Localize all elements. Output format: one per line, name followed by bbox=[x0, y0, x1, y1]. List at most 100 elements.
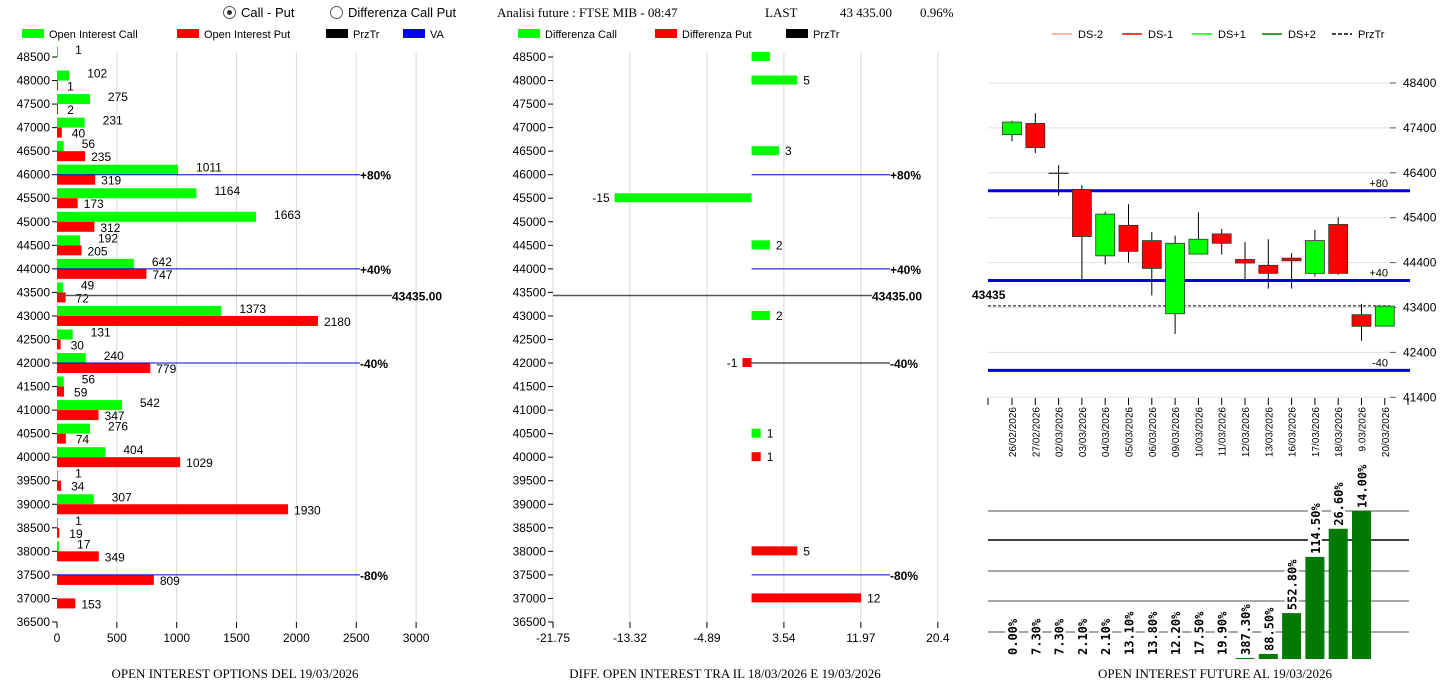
put-value-label: 312 bbox=[100, 221, 120, 235]
candle-up bbox=[1165, 242, 1185, 315]
future-oi-bar bbox=[1258, 653, 1278, 659]
put-value-label: 205 bbox=[88, 244, 108, 258]
x-date-label: 02/03/2026 bbox=[1055, 407, 1066, 457]
y-tick-label: 43000 bbox=[17, 309, 51, 323]
future-oi-label: 19.90% bbox=[1216, 611, 1230, 655]
candle-down bbox=[1235, 259, 1255, 264]
label-bg bbox=[1005, 619, 1019, 655]
call-value-label: 1 bbox=[75, 514, 82, 528]
x-date-label: 26/02/2026 bbox=[1008, 407, 1019, 457]
future-oi-bar bbox=[1282, 613, 1302, 659]
call-bar bbox=[57, 447, 106, 458]
y-tick-label: 47000 bbox=[513, 121, 547, 135]
x-date-label: 11/03/2026 bbox=[1218, 407, 1229, 457]
x-date-label: 27/02/2026 bbox=[1031, 407, 1042, 457]
y-tick-label: 48500 bbox=[17, 50, 51, 64]
put-bar bbox=[57, 433, 66, 444]
put-bar bbox=[57, 410, 99, 421]
level-label: +40% bbox=[890, 263, 921, 277]
future-oi-label: 14.00% bbox=[1356, 464, 1370, 508]
y-tick-label: 44000 bbox=[17, 262, 51, 276]
put-value-label: 72 bbox=[76, 291, 90, 305]
diff-value-label: 3 bbox=[785, 144, 792, 158]
candle-up bbox=[1095, 213, 1116, 257]
radio-differenza-call-put[interactable]: Differenza Call Put bbox=[330, 5, 456, 20]
candle-down bbox=[1258, 264, 1279, 274]
x-date-label: 16/03/2026 bbox=[1288, 407, 1299, 457]
candle-down bbox=[1141, 240, 1162, 269]
label-bg bbox=[1191, 611, 1206, 655]
radio-button-icon[interactable] bbox=[330, 6, 343, 19]
change-percent: 0.96% bbox=[920, 5, 954, 20]
x-date-label: 03/03/2026 bbox=[1078, 407, 1089, 457]
diff-bar bbox=[751, 428, 761, 438]
call-value-label: 404 bbox=[123, 443, 143, 457]
radio-button-icon[interactable] bbox=[223, 6, 236, 19]
legend-middle-label: Differenza Put bbox=[682, 29, 752, 41]
future-oi-label: 0.00% bbox=[1006, 618, 1020, 655]
label-bg bbox=[1074, 619, 1089, 655]
call-value-label: 49 bbox=[81, 278, 95, 292]
x-date-label: 10/03/2026 bbox=[1194, 407, 1205, 457]
legend-middle-swatch bbox=[655, 29, 677, 38]
legend-right-label: PrzTr bbox=[1358, 29, 1385, 41]
future-oi-label: 7.30% bbox=[1029, 618, 1043, 655]
candle-down bbox=[1351, 314, 1372, 327]
y-tick-label: 43400 bbox=[1403, 301, 1437, 315]
y-tick-label: 45500 bbox=[513, 191, 547, 205]
y-tick-label: 39000 bbox=[513, 497, 547, 511]
put-bar bbox=[57, 198, 78, 209]
y-tick-label: 45500 bbox=[17, 191, 51, 205]
level-label: -40 bbox=[1372, 357, 1388, 369]
candle-down bbox=[1328, 224, 1349, 274]
diff-bar bbox=[751, 146, 779, 156]
future-oi-label: 88.50% bbox=[1262, 607, 1276, 651]
x-tick-label: 0 bbox=[54, 631, 61, 645]
radio-call-put[interactable]: Call - Put bbox=[223, 5, 294, 20]
level-label: +80% bbox=[890, 169, 921, 183]
future-oi-label: 13.80% bbox=[1146, 611, 1160, 655]
put-bar bbox=[57, 598, 76, 609]
diff-value-label: 1 bbox=[767, 450, 774, 464]
y-tick-label: 37500 bbox=[513, 568, 547, 582]
call-value-label: 1373 bbox=[239, 302, 266, 316]
put-value-label: 319 bbox=[101, 174, 121, 188]
put-value-label: 1029 bbox=[186, 456, 213, 470]
x-date-label: 20/03/2026 bbox=[1381, 407, 1392, 457]
y-tick-label: 42500 bbox=[17, 332, 51, 346]
x-date-label: 13/03/2026 bbox=[1264, 407, 1275, 457]
level-label: +80 bbox=[1369, 178, 1388, 190]
legend-left-swatch bbox=[22, 29, 44, 38]
x-tick-label: 2500 bbox=[343, 631, 370, 645]
va-level-label: +80% bbox=[360, 169, 391, 183]
put-value-label: 235 bbox=[91, 150, 111, 164]
x-date-label: 9.03/2026 bbox=[1358, 407, 1369, 452]
diff-bar bbox=[751, 546, 798, 556]
put-bar bbox=[57, 268, 147, 279]
call-value-label: 231 bbox=[103, 114, 123, 128]
put-value-label: 40 bbox=[72, 127, 86, 141]
put-value-label: 1 bbox=[67, 80, 74, 94]
x-tick-label: -13.32 bbox=[613, 631, 647, 645]
y-tick-label: 46000 bbox=[17, 168, 51, 182]
candle-down bbox=[1211, 233, 1232, 244]
y-tick-label: 41000 bbox=[17, 403, 51, 417]
y-tick-label: 40500 bbox=[17, 427, 51, 441]
put-bar bbox=[57, 339, 61, 350]
put-bar bbox=[57, 480, 62, 491]
y-tick-label: 36500 bbox=[513, 615, 547, 629]
y-tick-label: 46500 bbox=[513, 144, 547, 158]
put-value-label: 2180 bbox=[324, 315, 351, 329]
label-bg bbox=[1284, 559, 1299, 611]
candle-up bbox=[1002, 121, 1022, 136]
y-tick-label: 48400 bbox=[1403, 76, 1437, 90]
chart-title: DIFF. OPEN INTEREST TRA IL 18/03/2026 E … bbox=[569, 666, 881, 681]
call-bar bbox=[57, 400, 122, 411]
call-bar bbox=[57, 211, 257, 222]
diff-bar bbox=[751, 52, 770, 61]
diff-bar bbox=[742, 358, 752, 368]
call-bar bbox=[57, 141, 64, 152]
price-label: 43435.00 bbox=[392, 289, 442, 303]
future-oi-label: 17.50% bbox=[1192, 611, 1206, 655]
x-date-label: 17/03/2026 bbox=[1311, 407, 1322, 457]
